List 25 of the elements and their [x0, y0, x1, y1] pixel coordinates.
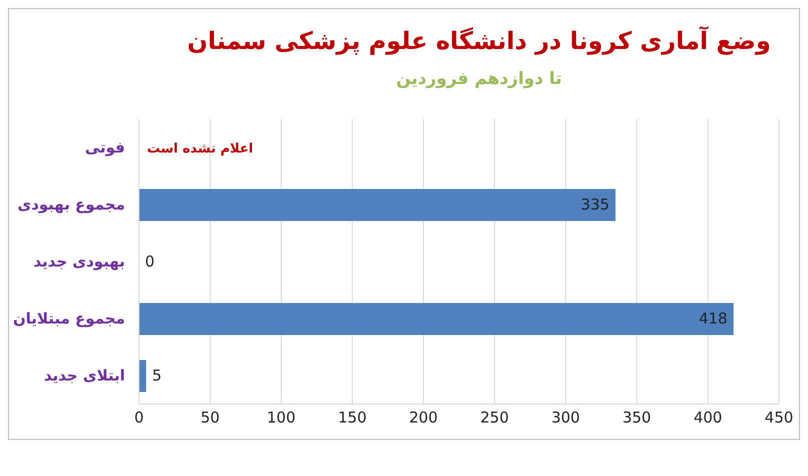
data-label: 5	[152, 366, 162, 384]
x-tick-label: 350	[622, 408, 652, 427]
x-tick-label: 400	[694, 408, 722, 427]
x-tick-label: 50	[200, 408, 220, 427]
data-label: 0	[145, 252, 155, 270]
y-tick-label: بهبودی جدید	[33, 252, 125, 270]
chart-subtitle: تا دوازدهم فروردین	[395, 68, 563, 91]
x-tick-label: 200	[409, 408, 438, 427]
chart-title: وضع آماری کرونا در دانشگاه علوم پزشکی سمنان	[186, 25, 772, 55]
y-tick-label: ابتلای جدید	[44, 366, 125, 384]
text: اعلام نشده است	[147, 142, 254, 156]
bar	[139, 360, 146, 392]
x-tick-label: 150	[338, 408, 367, 427]
bar	[139, 189, 616, 221]
x-tick-label: 100	[266, 408, 296, 427]
bar	[139, 303, 734, 335]
data-label: 418	[698, 310, 728, 328]
x-tick-label: 250	[480, 408, 509, 427]
x-tick-label: 450	[764, 408, 794, 427]
data-label: 335	[580, 196, 610, 214]
x-tick-label: 0	[134, 408, 144, 427]
y-tick-label: مجموع بهبودی	[17, 196, 125, 214]
y-tick-label: مجموع مبتلایان	[12, 310, 125, 328]
x-tick-label: 300	[551, 408, 580, 427]
y-tick-label: فوتی	[84, 138, 125, 156]
